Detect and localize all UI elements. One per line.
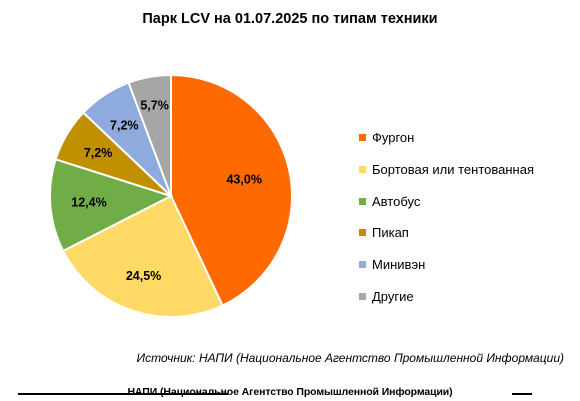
legend-label: Бортовая или тентованная: [372, 162, 534, 178]
legend-item-4: Пикап: [359, 217, 574, 249]
data-label-3: 12,4%: [71, 196, 106, 210]
chart-title: Парк LCV на 01.07.2025 по типам техники: [142, 11, 438, 27]
pie-slice-6: [127, 73, 172, 197]
legend-swatch: [359, 166, 366, 174]
pie-slice-2: [61, 194, 224, 318]
data-label-4: 7,2%: [84, 146, 113, 160]
legend-item-3: Автобус: [359, 185, 574, 217]
legend: Фургон Бортовая или тентованная Автобус Пик…: [359, 122, 574, 312]
legend-swatch: [359, 134, 366, 142]
footer-text: НАПИ (Национальное Агентство Промышленно…: [127, 386, 453, 398]
legend-item-6: Другие: [359, 280, 574, 312]
legend-label: Другие: [372, 288, 414, 304]
legend-label: Пикап: [372, 225, 409, 241]
footer-rule-right: [512, 393, 532, 395]
source-note: Источник: НАПИ (Национальное Агентство П…: [136, 351, 564, 365]
legend-swatch: [359, 229, 366, 237]
pie-slices: [49, 73, 293, 318]
data-label-5: 7,2%: [110, 118, 139, 132]
legend-swatch: [359, 292, 366, 300]
legend-label: Минивэн: [372, 257, 426, 273]
footer: НАПИ (Национальное Агентство Промышленно…: [0, 385, 580, 401]
legend-item-5: Минивэн: [359, 249, 574, 281]
data-label-1: 43,0%: [226, 173, 261, 187]
pie-slice-3: [49, 158, 174, 253]
legend-item-1: Фургон: [359, 122, 574, 154]
legend-label: Фургон: [372, 130, 415, 146]
pie-data-labels: 43,0%24,5%12,4%7,2%7,2%5,7%: [71, 99, 262, 284]
legend-swatch: [359, 261, 366, 269]
data-label-6: 5,7%: [140, 99, 169, 113]
pie-slice-1: [170, 73, 293, 307]
legend-swatch: [359, 197, 366, 205]
footer-rule-left: [18, 393, 228, 395]
legend-label: Автобус: [372, 193, 421, 209]
data-label-2: 24,5%: [126, 269, 161, 283]
legend-item-2: Бортовая или тентованная: [359, 154, 574, 186]
